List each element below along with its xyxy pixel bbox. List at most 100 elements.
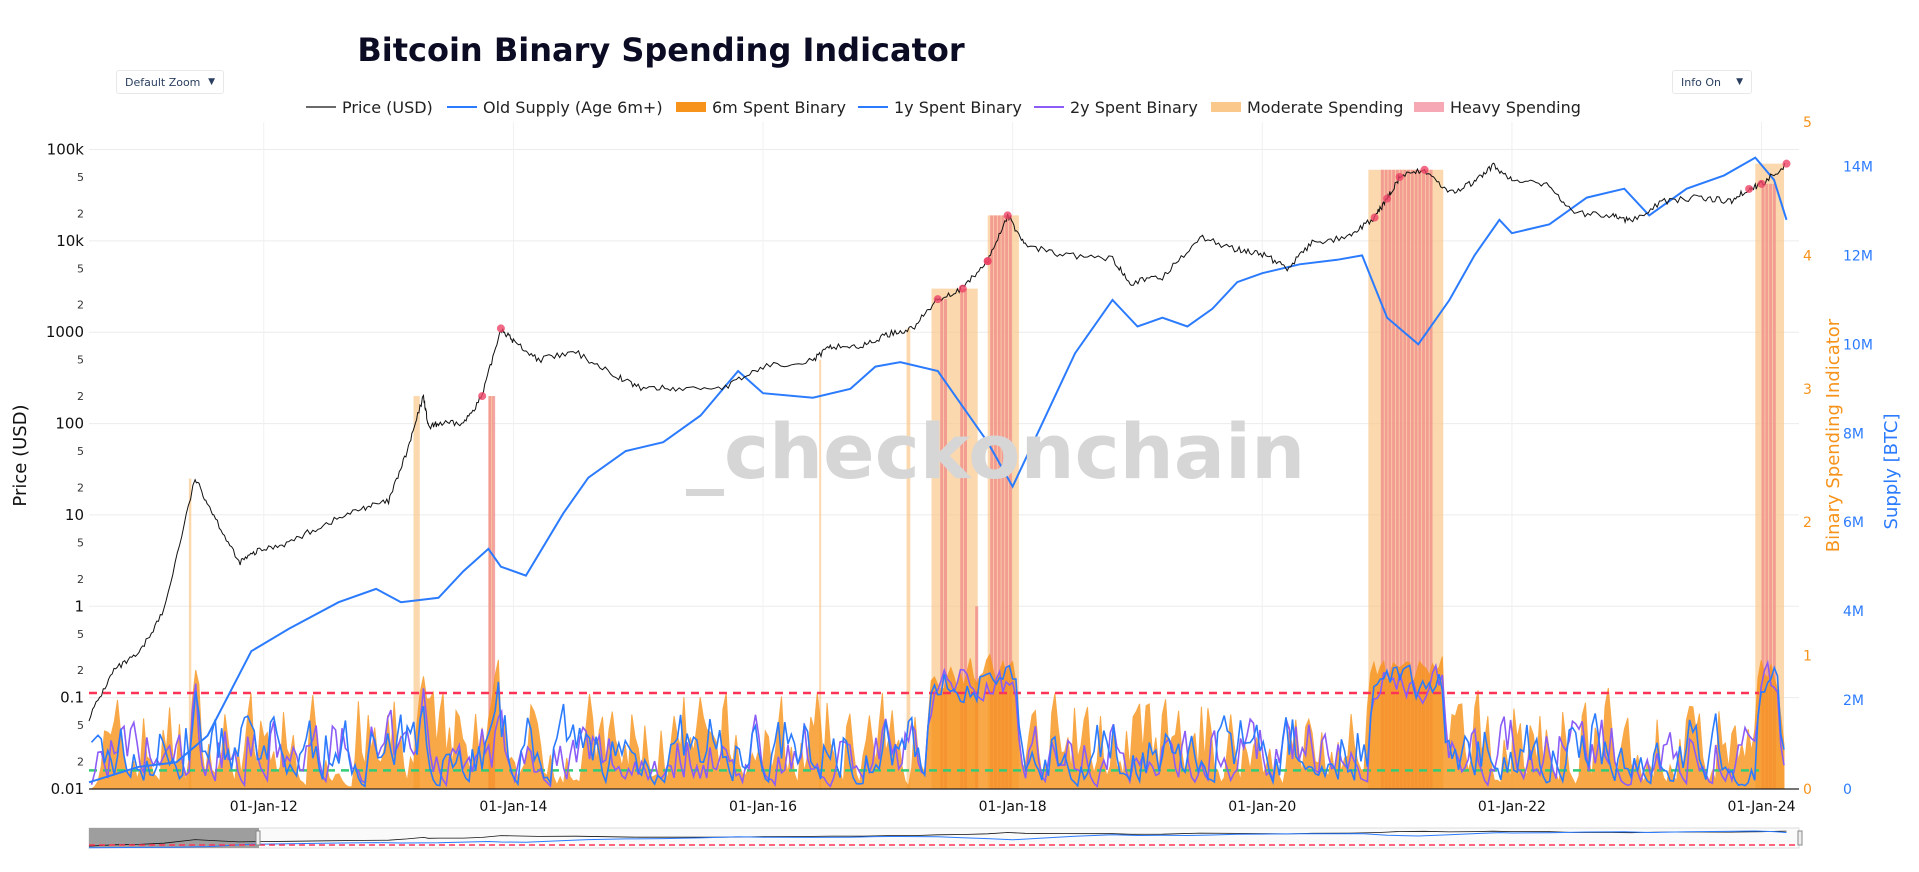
moderate-band [819,359,822,789]
legend-swatch-area [1211,102,1241,112]
x-tick-label: 01-Jan-20 [1228,799,1296,815]
x-tick-label: 01-Jan-22 [1478,799,1546,815]
heavy-band [492,396,496,789]
range-slider-mask [89,828,259,848]
moderate-band [188,478,192,789]
heavy-band [1399,169,1403,789]
legend-swatch [1414,102,1444,112]
heavy-band [963,288,967,789]
heavy-band [1005,215,1009,789]
heavy-spending-marker [1782,159,1791,168]
y-left-tick-label: 0.1 [60,689,84,707]
heavy-band [1384,169,1388,789]
heavy-band [1422,169,1426,789]
zoom-dropdown[interactable]: Default Zoom ▼ [116,70,224,94]
legend-swatch-area [676,102,706,112]
heavy-band [990,215,994,789]
y-left-tick-label: 100k [47,141,85,159]
heavy-band [960,288,964,789]
range-slider-supply-line [88,830,1787,849]
spent-1y-line [90,664,1785,788]
heavy-band [1769,183,1773,790]
heavy-spending-marker [478,392,487,401]
heavy-spending-marker [1003,211,1012,220]
y-left-minor-tick: 5 [77,628,84,641]
heavy-spending-marker [1370,213,1379,222]
heavy-spending-marker [1383,194,1392,203]
x-tick-label: 01-Jan-16 [729,799,797,815]
y-left-minor-tick: 5 [77,354,84,367]
y-left-axis-title: Price (USD) [10,404,31,506]
heavy-band [1429,169,1433,789]
y-left-minor-tick: 2 [77,664,84,677]
heavy-band [1380,169,1384,789]
y-left-minor-tick: 5 [77,445,84,458]
chevron-down-icon: ▼ [208,77,215,87]
heavy-band [1403,169,1407,789]
x-tick-label: 01-Jan-12 [230,799,298,815]
legend-label: 6m Spent Binary [712,98,846,117]
x-tick-label: 01-Jan-18 [979,799,1047,815]
heavy-band [944,299,947,789]
y-right2-tick-label: 2M [1843,693,1864,709]
legend-label: 1y Spent Binary [894,98,1022,117]
watermark-text: _checkonchain [686,407,1305,496]
legend-label: Price (USD) [342,98,433,117]
y-right1-tick-label: 2 [1803,515,1812,531]
heavy-band [488,396,492,789]
y-left-tick-label: 1 [74,597,84,615]
zoom-dropdown-label: Default Zoom [125,75,201,89]
heavy-band [1395,169,1399,789]
legend-label: Old Supply (Age 6m+) [483,98,663,117]
y-right2-tick-label: 4M [1843,604,1864,620]
legend-swatch-area [1414,102,1444,112]
y-left-minor-tick: 5 [77,536,84,549]
y-right1-tick-label: 5 [1803,115,1812,131]
heavy-band [1008,215,1012,789]
heavy-spending-marker [1395,173,1404,182]
y-left-tick-label: 10k [56,232,84,250]
y-right1-tick-label: 4 [1803,248,1812,264]
heavy-spending-marker [496,324,505,333]
legend-label: Moderate Spending [1247,98,1403,117]
info-dropdown[interactable]: Info On ▼ [1672,70,1752,94]
y-left-tick-label: 1000 [46,323,84,341]
heavy-spending-marker [983,257,992,266]
y-left-tick-label: 100 [55,415,84,433]
chevron-down-icon: ▼ [1736,77,1743,87]
heavy-band [997,215,1001,789]
y-right1-axis-title: Binary Spending Indicator [1823,318,1844,552]
legend: Price (USD) Old Supply (Age 6m+) 6m Spent … [306,98,1581,117]
y-right2-tick-label: 14M [1843,159,1873,175]
y-left-minor-tick: 5 [77,171,84,184]
moderate-band [906,328,911,789]
y-left-minor-tick: 2 [77,207,84,220]
heavy-band [1001,215,1005,789]
legend-label: 2y Spent Binary [1070,98,1198,117]
range-slider [88,827,1803,849]
y-right1-tick-label: 3 [1803,382,1812,398]
old-supply-line [88,156,1788,784]
heavy-band [1761,183,1765,790]
y-right2-tick-label: 6M [1843,515,1864,531]
y-left-tick-label: 0.01 [51,780,84,798]
range-slider-handle-left[interactable] [255,830,261,846]
y-left-minor-tick: 2 [77,573,84,586]
heavy-band [1414,169,1418,789]
heavy-spending-marker [1420,165,1429,174]
legend-swatch [676,102,706,112]
x-tick-label: 01-Jan-24 [1728,799,1796,815]
heavy-band [1410,169,1414,789]
range-slider-handle-right[interactable] [1797,830,1803,846]
y-right2-tick-label: 12M [1843,248,1873,264]
x-tick-label: 01-Jan-14 [479,799,547,815]
info-dropdown-label: Info On [1681,75,1721,89]
legend-label: Heavy Spending [1450,98,1581,117]
y-left-minor-tick: 5 [77,719,84,732]
y-left-minor-tick: 2 [77,299,84,312]
heavy-band [1388,169,1392,789]
y-right2-tick-label: 0 [1843,782,1852,798]
heavy-band [1425,169,1429,789]
y-left-minor-tick: 5 [77,262,84,275]
